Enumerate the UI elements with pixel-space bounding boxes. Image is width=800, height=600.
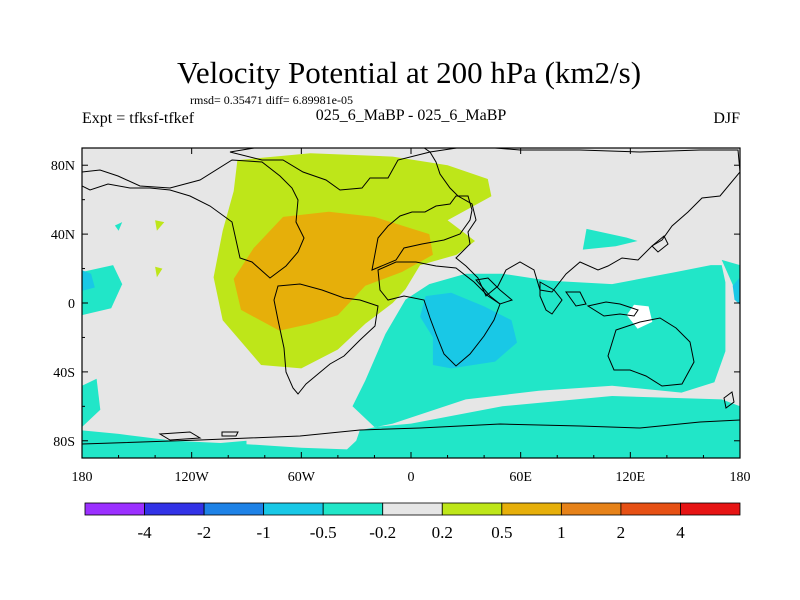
contour-region (233, 211, 433, 331)
colorbar-swatch (501, 502, 562, 516)
colorbar-label: -4 (137, 523, 152, 542)
colorbar-label: -2 (197, 523, 211, 542)
colorbar-label: -1 (257, 523, 271, 542)
season-label: DJF (713, 110, 740, 127)
contour-fields (82, 153, 740, 458)
contour-region (732, 277, 740, 305)
colorbar-swatch (203, 502, 265, 516)
contour-region (626, 304, 653, 329)
x-tick-label: 60E (509, 470, 532, 485)
x-tick-label: 60W (288, 470, 316, 485)
colorbar-swatch (84, 502, 145, 516)
y-tick-label: 40N (51, 228, 75, 243)
x-tick-label: 180 (72, 470, 93, 485)
x-tick-label: 0 (408, 470, 415, 485)
contour-region (82, 378, 101, 427)
experiment-label: Expt = tfksf-tfkef (82, 110, 195, 127)
axis-ticks: 180 120W 60W 0 60E 120E 180 80N 40N 0 40S 80S (51, 148, 751, 485)
contour-region (173, 440, 247, 455)
contour-region (155, 220, 165, 231)
chart-title: Velocity Potential at 200 hPa (km2/s) (177, 55, 641, 90)
colorbar-label: 0.5 (491, 523, 512, 542)
colorbar-label: 2 (617, 523, 626, 542)
x-tick-label: 180 (730, 470, 751, 485)
colorbar-swatch (263, 502, 324, 516)
x-tick-label: 120E (616, 470, 646, 485)
colorbar-label: -0.5 (310, 523, 337, 542)
colorbar-swatch (441, 502, 503, 516)
colorbar: -4 -2 -1 -0.5 -0.2 0.2 0.5 1 2 4 (84, 502, 741, 542)
colorbar-swatch (560, 502, 622, 516)
colorbar-swatch (382, 502, 443, 516)
y-tick-label: 80S (53, 435, 75, 450)
contour-region (582, 228, 638, 250)
colorbar-swatch (680, 502, 741, 516)
contour-region (155, 266, 163, 278)
contour-region (82, 265, 740, 458)
colorbar-swatch (144, 502, 205, 516)
colorbar-swatch (620, 502, 681, 516)
colorbar-label: 4 (676, 523, 685, 542)
x-tick-label: 120W (175, 470, 210, 485)
stats-label: rmsd= 0.35471 diff= 6.89981e-05 (190, 93, 353, 107)
contour-region (82, 270, 95, 291)
y-tick-label: 80N (51, 159, 75, 174)
coastlines (82, 148, 740, 445)
y-tick-label: 40S (53, 366, 75, 381)
contour-region (420, 292, 517, 369)
colorbar-swatch (322, 502, 384, 516)
colorbar-label: -0.2 (369, 523, 396, 542)
colorbar-label: 0.2 (432, 523, 453, 542)
colorbar-label: 1 (557, 523, 566, 542)
case-label: 025_6_MaBP - 025_6_MaBP (316, 107, 507, 124)
y-tick-label: 0 (68, 297, 75, 312)
contour-region (114, 222, 123, 231)
